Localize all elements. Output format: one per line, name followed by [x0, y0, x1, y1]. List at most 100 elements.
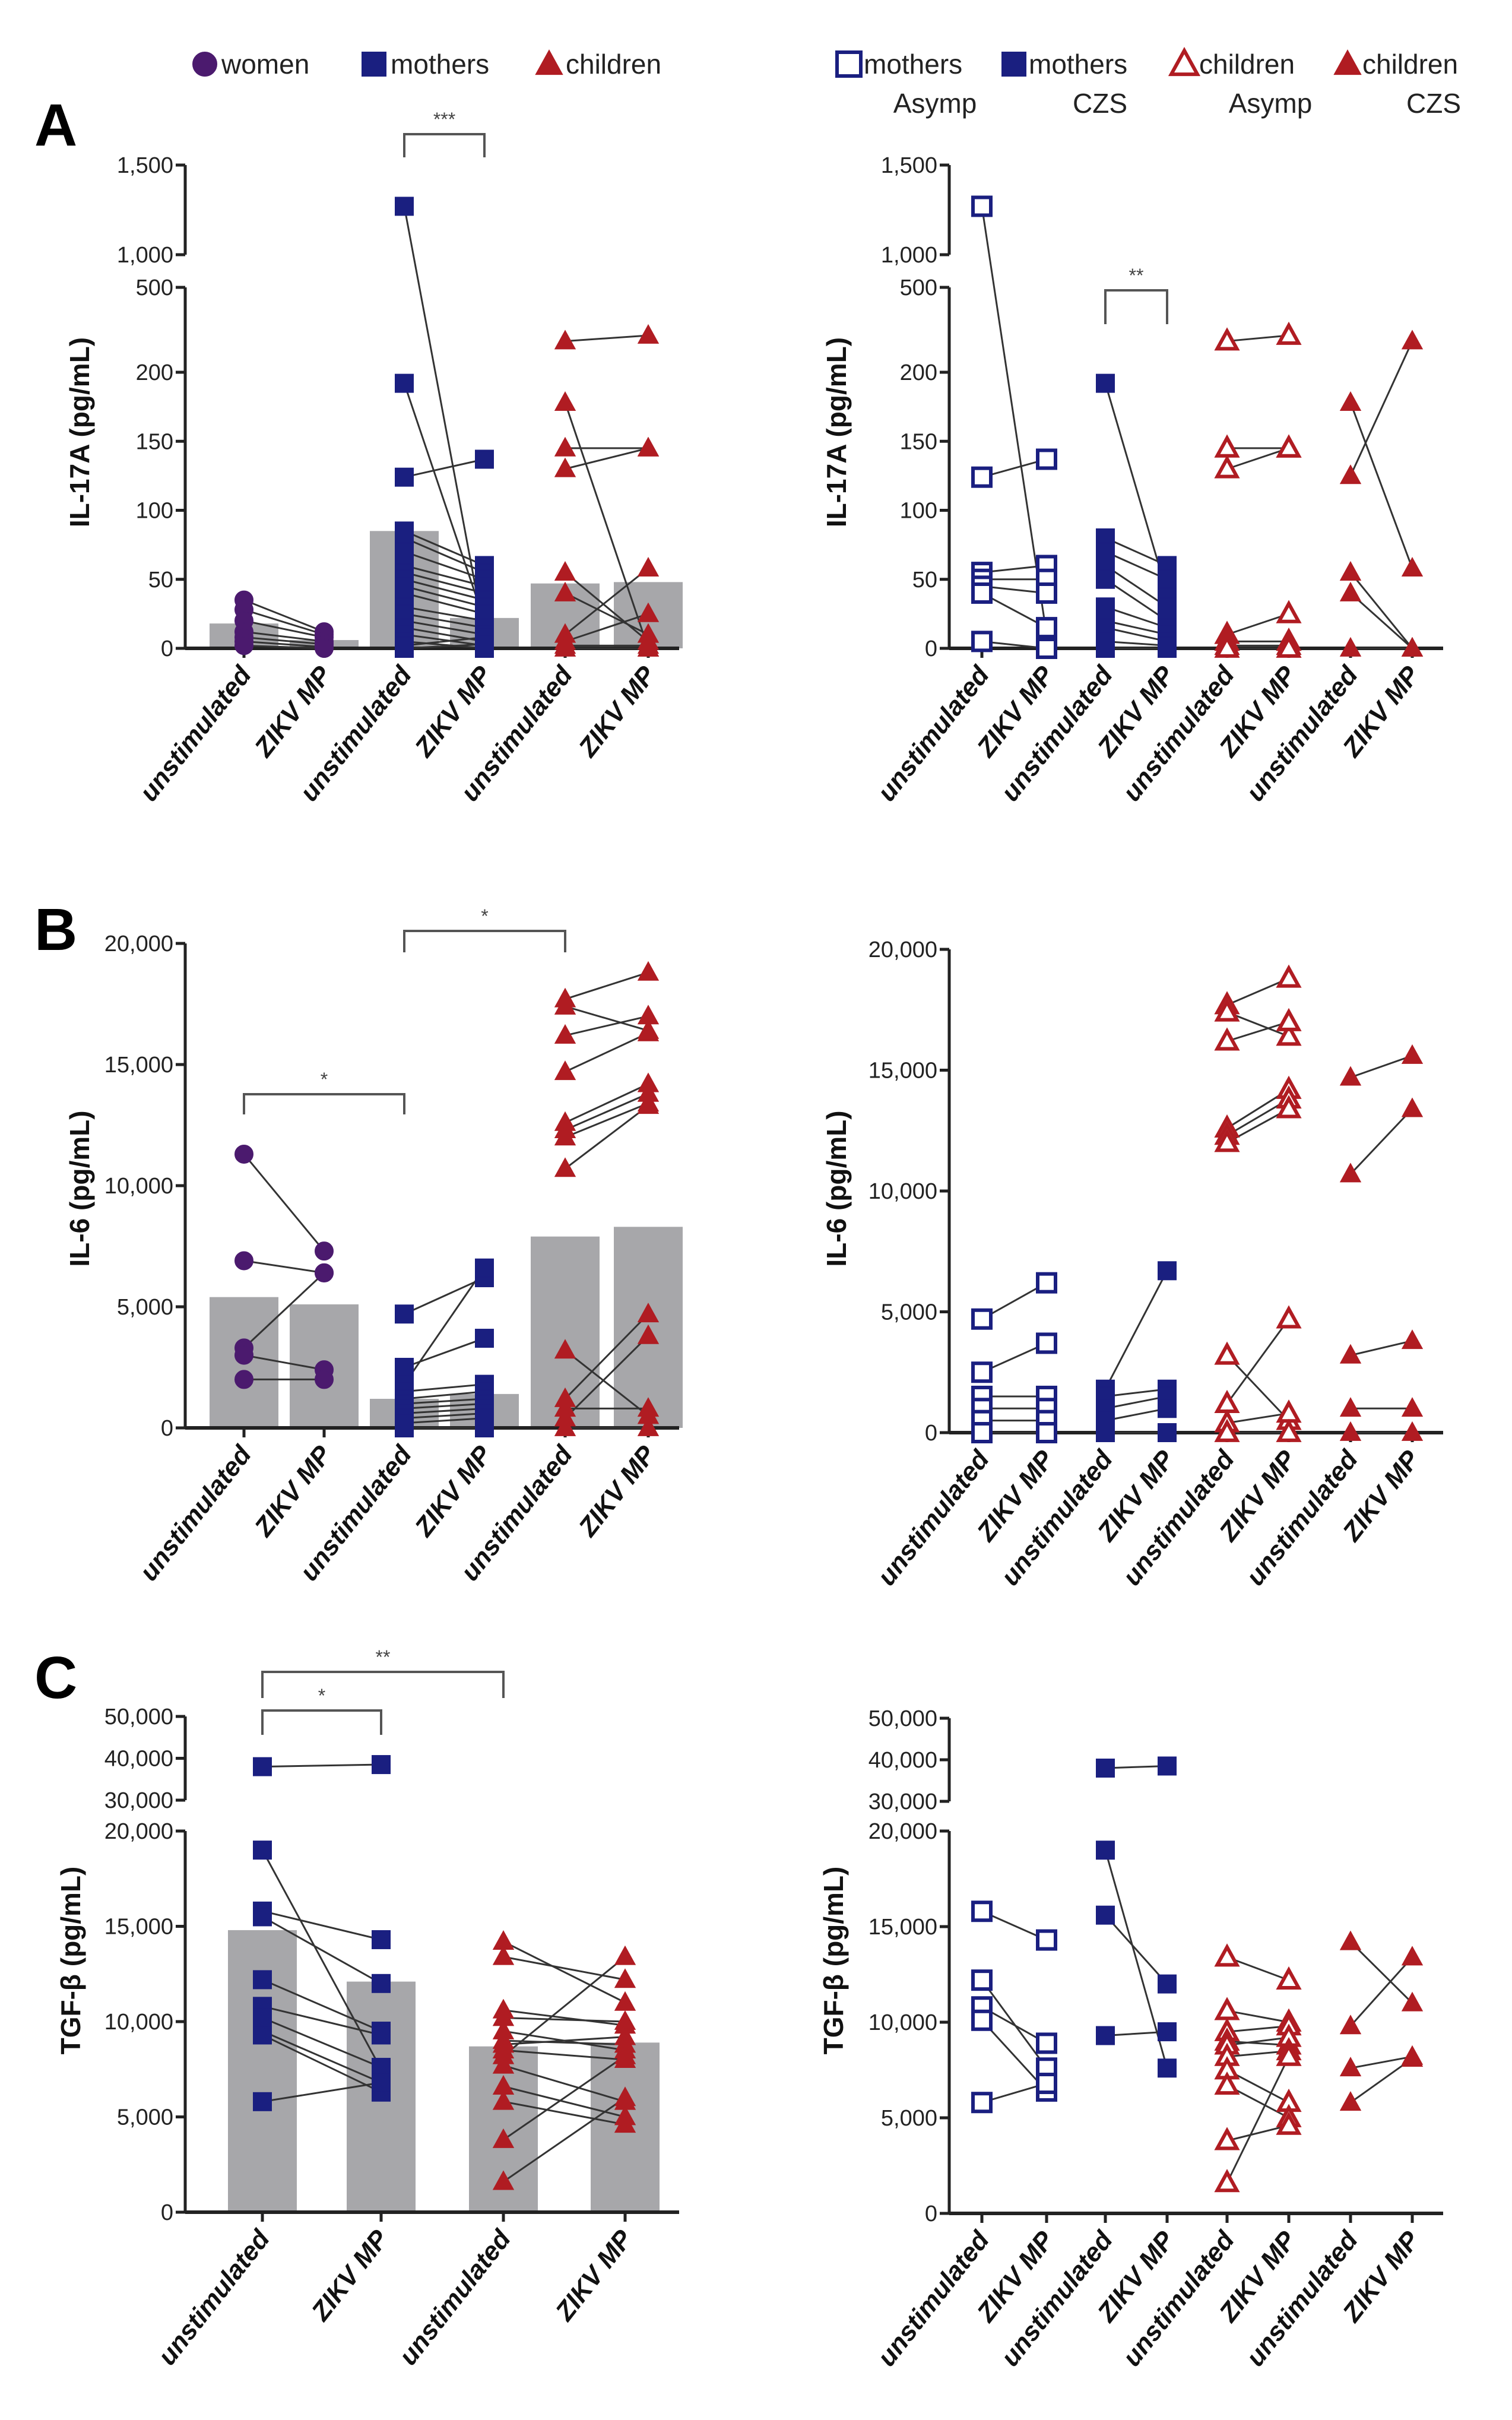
y-tick-label: 10,000 [104, 1174, 173, 1199]
y-tick-label: 200 [136, 360, 173, 385]
pair-line [503, 2097, 626, 2183]
y-tick-label: 100 [136, 499, 173, 524]
point-mothers-Asymp-unstimulated [971, 466, 993, 488]
panel-letter-a: A [34, 92, 77, 159]
mothers-legend-marker-icon [362, 52, 386, 77]
significance-label: ** [1129, 265, 1144, 286]
pair-line [503, 2039, 626, 2046]
significance-bracket [403, 133, 486, 157]
point-mothers-unstimulated [395, 373, 414, 393]
pair-line [262, 2034, 382, 2093]
point-children-CZS-zikv-mp [1401, 1946, 1424, 1966]
point-mothers-Asymp-zikv-mp [1036, 638, 1057, 659]
y-tick-label: 1,500 [881, 153, 937, 178]
point-mothers-CZS-unstimulated [1096, 639, 1115, 658]
pair-line [1226, 334, 1289, 343]
point-mothers-zikv-mp [372, 2025, 391, 2045]
point-mothers-CZS-unstimulated [1096, 1841, 1115, 1860]
pair-line [1105, 1388, 1168, 1398]
point-children-CZS-zikv-mp [1401, 636, 1424, 657]
point-children-CZS-unstimulated [1339, 581, 1362, 601]
pair-line [404, 537, 485, 574]
y-tick-label: 0 [925, 2202, 937, 2226]
point-children-Asymp-unstimulated [1214, 1389, 1240, 1413]
point-children-zikv-mp [614, 2025, 636, 2045]
point-children-unstimulated [554, 1126, 576, 1146]
point-mothers-Asymp-zikv-mp [1036, 582, 1057, 604]
y-tick-label: 0 [161, 636, 173, 661]
y-tick-label: 150 [136, 429, 173, 454]
pair-line [565, 1092, 649, 1131]
pair-line [1226, 1412, 1289, 1424]
point-children-zikv-mp [614, 2044, 636, 2064]
pair-line [565, 447, 649, 470]
point-mothers-CZS-zikv-mp [1158, 1399, 1177, 1418]
pair-line [243, 1272, 325, 1349]
pair-line [404, 613, 485, 629]
point-children-CZS-zikv-mp [1401, 1397, 1424, 1417]
significance-bracket [261, 1671, 505, 1698]
pair-line [262, 1910, 382, 1941]
y-tick-label: 1,000 [117, 243, 173, 268]
point-children-CZS-unstimulated [1339, 1930, 1362, 1950]
point-children-CZS-unstimulated [1339, 1066, 1362, 1086]
pair-line [1105, 578, 1168, 622]
pair-line [1105, 565, 1168, 608]
point-children-Asymp-unstimulated [1214, 2071, 1240, 2095]
x-tick-label: ZIKV MP [572, 660, 661, 763]
significance-label: ** [376, 1646, 391, 1668]
pair-line [1105, 1407, 1168, 1422]
pair-line [1226, 1021, 1289, 1043]
pair-line [981, 640, 1047, 650]
point-mothers-CZS-zikv-mp [1158, 2022, 1177, 2042]
point-children-zikv-mp [637, 1303, 660, 1323]
point-children-zikv-mp [637, 1021, 660, 1041]
pair-line [404, 550, 485, 581]
legend-label-women: women [221, 49, 309, 80]
pair-line [981, 2006, 1047, 2044]
point-children-unstimulated [492, 2170, 515, 2190]
chart-C-right: 0 5,000 10,000 15,000 20,000 30,000 40,000 50,0… [818, 1706, 1443, 2372]
point-mothers-Asymp-zikv-mp [1036, 1422, 1057, 1443]
point-women-unstimulated [234, 1144, 253, 1164]
pair-line [404, 1407, 485, 1415]
pair-line [261, 1849, 382, 2070]
point-children-CZS-unstimulated [1339, 1421, 1362, 1441]
point-children-CZS-unstimulated [1339, 2057, 1362, 2077]
point-children-zikv-mp [637, 436, 660, 457]
legend-sublabel: Asymp [893, 88, 977, 119]
point-women-unstimulated [234, 636, 253, 655]
pair-line [1350, 2055, 1413, 2069]
point-children-unstimulated [554, 636, 576, 657]
y-tick-label: 5,000 [881, 2106, 937, 2131]
children-Asymp-legend-marker-icon [1168, 46, 1201, 77]
y-tick-label: 10,000 [868, 2010, 937, 2035]
pair-line [981, 458, 1047, 479]
pair-line [404, 1417, 485, 1424]
point-children-Asymp-zikv-mp [1276, 1022, 1302, 1046]
pair-line [503, 2036, 626, 2046]
pair-line [1105, 640, 1168, 647]
pair-line [1350, 1339, 1413, 1357]
y-tick-label: 5,000 [117, 1295, 173, 1320]
point-mothers-unstimulated [395, 1358, 414, 1377]
significance-label: *** [433, 109, 455, 130]
point-mothers-Asymp-unstimulated [971, 1969, 993, 1991]
x-tick-label: ZIKV MP [248, 660, 337, 763]
point-children-Asymp-zikv-mp [1276, 321, 1302, 345]
panel-letter-b: B [34, 897, 77, 963]
pair-line [1226, 977, 1289, 1006]
point-mothers-Asymp-unstimulated [971, 2092, 993, 2114]
point-mothers-Asymp-unstimulated [971, 1361, 993, 1383]
pair-line [1105, 537, 1168, 566]
point-mothers-zikv-mp [475, 449, 494, 469]
pair-line [1349, 572, 1413, 649]
point-mothers-Asymp-zikv-mp [1036, 2073, 1057, 2095]
pair-line [404, 1383, 485, 1393]
point-children-zikv-mp [637, 556, 660, 577]
point-mothers-CZS-unstimulated [1096, 1905, 1115, 1925]
pair-line [981, 206, 1048, 635]
point-mothers-CZS-zikv-mp [1158, 2058, 1177, 2078]
point-mothers-CZS-unstimulated [1096, 2026, 1115, 2045]
pair-line [565, 1032, 649, 1073]
